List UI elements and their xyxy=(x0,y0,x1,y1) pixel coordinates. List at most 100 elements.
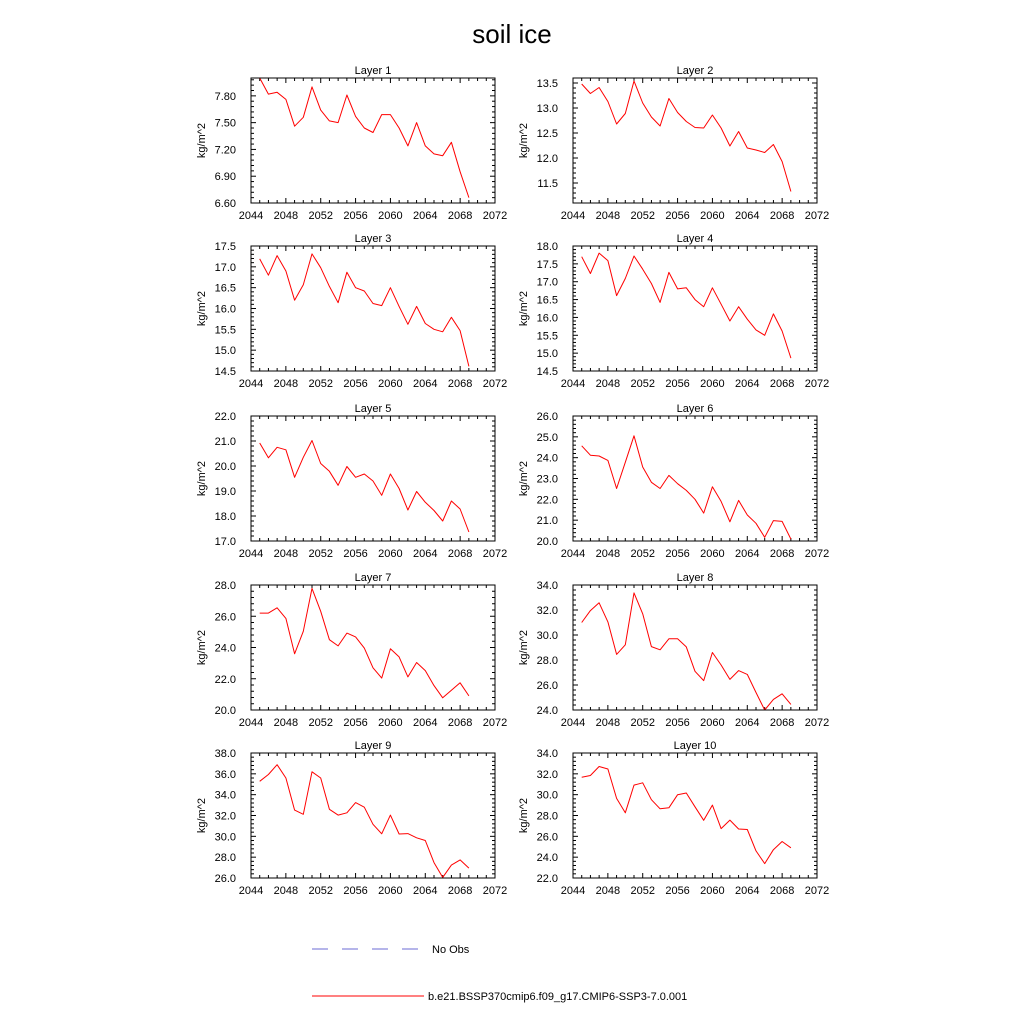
x-tick-label: 2072 xyxy=(805,210,829,222)
panel-title: Layer 10 xyxy=(674,740,717,752)
x-tick-label: 2072 xyxy=(483,717,507,729)
x-tick-label: 2056 xyxy=(665,378,689,390)
y-tick-label: 32.0 xyxy=(537,605,558,617)
panel-layer-5: Layer 5 2044 2048 2052 2056 2060 2064 2068 2072 1… xyxy=(196,403,507,560)
x-tick-label: 2064 xyxy=(735,885,759,897)
x-tick-label: 2072 xyxy=(483,378,507,390)
y-tick-label: 12.5 xyxy=(537,128,558,140)
y-tick-label: 16.0 xyxy=(215,304,236,316)
series-line xyxy=(259,253,470,367)
x-tick-label: 2048 xyxy=(274,210,298,222)
y-tick-label: 22.0 xyxy=(215,411,236,423)
y-tick-label: 6.60 xyxy=(215,198,236,210)
x-tick-label: 2068 xyxy=(448,885,472,897)
x-tick-label: 2044 xyxy=(239,210,263,222)
x-tick-label: 2064 xyxy=(735,210,759,222)
x-tick-label: 2068 xyxy=(770,717,794,729)
x-tick-label: 2048 xyxy=(274,717,298,729)
y-tick-label: 26.0 xyxy=(215,611,236,623)
panel-layer-1: Layer 1 2044 2048 2052 2056 2060 2064 2068 2072 6… xyxy=(196,65,507,222)
y-tick-label: 34.0 xyxy=(537,748,558,760)
x-tick-label: 2068 xyxy=(448,210,472,222)
x-tick-label: 2072 xyxy=(483,210,507,222)
panel-title: Layer 8 xyxy=(677,572,714,584)
x-tick-label: 2056 xyxy=(343,548,367,560)
y-tick-label: 13.0 xyxy=(537,103,558,115)
y-tick-label: 7.20 xyxy=(215,144,236,156)
y-tick-label: 26.0 xyxy=(537,680,558,692)
series-line xyxy=(581,80,792,192)
y-tick-label: 30.0 xyxy=(537,630,558,642)
x-tick-label: 2052 xyxy=(308,885,332,897)
panel-title: Layer 4 xyxy=(677,233,714,245)
y-tick-label: 26.0 xyxy=(215,873,236,885)
panel-layer-9: Layer 9 2044 2048 2052 2056 2060 2064 2068 2072 2… xyxy=(196,740,507,897)
x-tick-label: 2052 xyxy=(630,210,654,222)
panel-layer-8: Layer 8 2044 2048 2052 2056 2060 2064 2068 2072 2… xyxy=(518,572,829,729)
plot-frame xyxy=(250,245,496,372)
y-tick-label: 18.0 xyxy=(215,511,236,523)
y-tick-label: 7.80 xyxy=(215,91,236,103)
x-tick-label: 2052 xyxy=(308,210,332,222)
y-axis-label: kg/m^2 xyxy=(518,123,530,158)
x-tick-label: 2044 xyxy=(561,378,585,390)
plot-frame xyxy=(250,77,496,204)
plot-frame xyxy=(250,415,496,542)
plot-frame xyxy=(572,245,818,372)
x-tick-label: 2072 xyxy=(483,885,507,897)
x-tick-label: 2060 xyxy=(378,378,402,390)
x-tick-label: 2072 xyxy=(483,548,507,560)
x-tick-label: 2064 xyxy=(413,378,437,390)
legend-label-no-obs: No Obs xyxy=(432,944,470,956)
x-tick-label: 2068 xyxy=(770,885,794,897)
x-tick-label: 2060 xyxy=(378,885,402,897)
panel-layer-7: Layer 7 2044 2048 2052 2056 2060 2064 2068 2072 2… xyxy=(196,572,507,729)
x-tick-label: 2064 xyxy=(413,885,437,897)
x-tick-label: 2052 xyxy=(308,548,332,560)
y-axis-label: kg/m^2 xyxy=(196,798,208,833)
x-tick-label: 2044 xyxy=(561,717,585,729)
x-tick-label: 2072 xyxy=(805,378,829,390)
x-tick-label: 2048 xyxy=(596,548,620,560)
y-tick-label: 13.5 xyxy=(537,78,558,90)
x-tick-label: 2064 xyxy=(735,548,759,560)
y-tick-label: 28.0 xyxy=(537,811,558,823)
y-axis-label: kg/m^2 xyxy=(196,461,208,496)
y-tick-label: 15.0 xyxy=(215,345,236,357)
y-tick-label: 28.0 xyxy=(215,580,236,592)
plot-frame xyxy=(572,77,818,204)
x-tick-label: 2060 xyxy=(378,210,402,222)
y-tick-label: 16.0 xyxy=(537,312,558,324)
y-tick-label: 24.0 xyxy=(537,453,558,465)
x-tick-label: 2068 xyxy=(770,378,794,390)
panel-title: Layer 7 xyxy=(355,572,392,584)
x-tick-label: 2068 xyxy=(448,378,472,390)
y-tick-label: 25.0 xyxy=(537,432,558,444)
x-tick-label: 2064 xyxy=(735,717,759,729)
y-tick-label: 11.5 xyxy=(537,178,558,190)
x-tick-label: 2052 xyxy=(630,378,654,390)
x-tick-label: 2048 xyxy=(596,717,620,729)
x-tick-label: 2060 xyxy=(378,717,402,729)
x-tick-label: 2052 xyxy=(308,378,332,390)
x-tick-label: 2052 xyxy=(630,885,654,897)
y-tick-label: 20.0 xyxy=(537,536,558,548)
y-tick-label: 34.0 xyxy=(537,580,558,592)
x-tick-label: 2048 xyxy=(596,378,620,390)
x-tick-label: 2052 xyxy=(630,548,654,560)
panel-title: Layer 9 xyxy=(355,740,392,752)
y-tick-label: 26.0 xyxy=(537,831,558,843)
y-tick-label: 14.5 xyxy=(215,366,236,378)
panel-layer-3: Layer 3 2044 2048 2052 2056 2060 2064 2068 2072 1… xyxy=(196,233,507,390)
y-axis-label: kg/m^2 xyxy=(518,461,530,496)
y-tick-label: 28.0 xyxy=(215,852,236,864)
y-axis-label: kg/m^2 xyxy=(518,798,530,833)
panel-title: Layer 6 xyxy=(677,403,714,415)
y-tick-label: 6.90 xyxy=(215,171,236,183)
y-axis-label: kg/m^2 xyxy=(196,123,208,158)
x-tick-label: 2048 xyxy=(596,210,620,222)
y-tick-label: 22.0 xyxy=(215,674,236,686)
y-axis-label: kg/m^2 xyxy=(196,291,208,326)
x-tick-label: 2044 xyxy=(561,210,585,222)
